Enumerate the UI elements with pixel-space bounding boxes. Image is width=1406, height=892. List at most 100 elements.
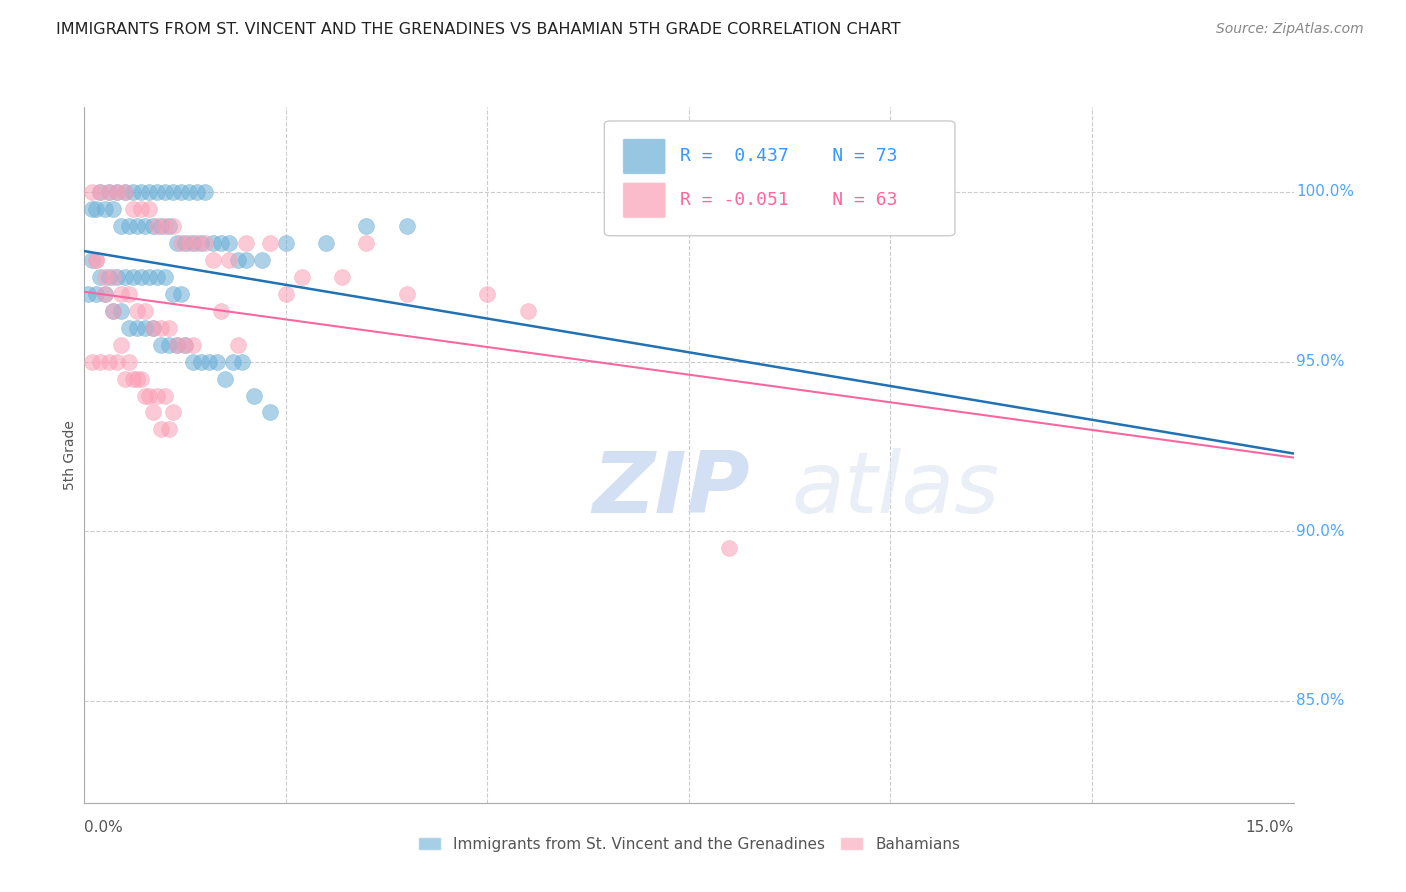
Point (194, 185, 217, 199)
Point (395, 219, 418, 233)
Point (149, 422, 172, 436)
Point (110, 303, 132, 318)
Point (105, 185, 128, 199)
Point (118, 286, 141, 301)
Point (153, 185, 176, 199)
Point (356, 235, 378, 250)
Point (118, 320, 141, 334)
Point (97, 269, 120, 284)
Point (86, 252, 108, 267)
Point (142, 219, 165, 233)
Point (157, 219, 180, 233)
Point (134, 320, 156, 334)
Point (101, 202, 124, 216)
Point (93, 286, 115, 301)
Point (477, 286, 499, 301)
Point (174, 337, 197, 351)
Point (166, 235, 188, 250)
Point (146, 185, 169, 199)
Point (146, 388, 169, 402)
Point (226, 337, 249, 351)
Point (166, 337, 188, 351)
Point (259, 405, 281, 419)
Point (149, 219, 172, 233)
Point (118, 219, 141, 233)
Point (274, 235, 297, 250)
Point (218, 235, 240, 250)
Point (114, 185, 136, 199)
Point (125, 219, 148, 233)
Point (149, 337, 172, 351)
Text: 0.0%: 0.0% (84, 821, 124, 835)
Point (190, 354, 212, 368)
Point (129, 185, 152, 199)
Point (146, 219, 169, 233)
Point (86, 202, 108, 216)
Point (114, 371, 136, 385)
Point (129, 202, 152, 216)
Point (170, 235, 193, 250)
Point (125, 320, 148, 334)
Point (395, 286, 418, 301)
Point (86, 286, 108, 301)
Point (186, 185, 208, 199)
Point (82, 354, 104, 368)
Point (121, 371, 143, 385)
Point (114, 185, 136, 199)
Point (198, 354, 221, 368)
Point (179, 235, 201, 250)
Point (129, 371, 152, 385)
Point (226, 252, 249, 267)
Point (235, 235, 257, 250)
Point (89, 185, 111, 199)
Point (214, 371, 236, 385)
Point (516, 303, 538, 318)
Point (274, 286, 297, 301)
Point (134, 303, 156, 318)
Point (222, 354, 245, 368)
Point (179, 185, 201, 199)
Point (146, 269, 169, 284)
Point (142, 405, 165, 419)
Point (242, 388, 264, 402)
Point (101, 269, 124, 284)
Text: 15.0%: 15.0% (1246, 821, 1294, 835)
Point (174, 337, 197, 351)
FancyBboxPatch shape (605, 121, 955, 235)
Point (202, 235, 225, 250)
Text: 95.0%: 95.0% (1296, 354, 1344, 369)
Point (97, 185, 120, 199)
Point (207, 354, 229, 368)
Point (157, 320, 180, 334)
Point (93, 286, 115, 301)
Text: ZIP: ZIP (592, 448, 749, 532)
Point (153, 269, 176, 284)
Point (110, 286, 132, 301)
Point (166, 337, 188, 351)
Point (138, 388, 160, 402)
Point (356, 219, 378, 233)
Point (235, 252, 257, 267)
Point (231, 354, 253, 368)
Point (162, 405, 184, 419)
Point (101, 303, 124, 318)
Point (138, 269, 160, 284)
FancyBboxPatch shape (623, 182, 666, 219)
Point (89, 354, 111, 368)
Point (101, 303, 124, 318)
Point (174, 235, 197, 250)
Point (291, 269, 314, 284)
Point (186, 235, 208, 250)
Text: 90.0%: 90.0% (1296, 524, 1344, 539)
Point (250, 252, 273, 267)
Point (142, 320, 165, 334)
Point (209, 235, 232, 250)
Point (110, 219, 132, 233)
Point (190, 235, 212, 250)
Point (153, 388, 176, 402)
Y-axis label: 5th Grade: 5th Grade (63, 420, 77, 490)
Text: 85.0%: 85.0% (1296, 693, 1344, 708)
Point (181, 337, 204, 351)
Point (181, 235, 204, 250)
Point (93, 202, 115, 216)
